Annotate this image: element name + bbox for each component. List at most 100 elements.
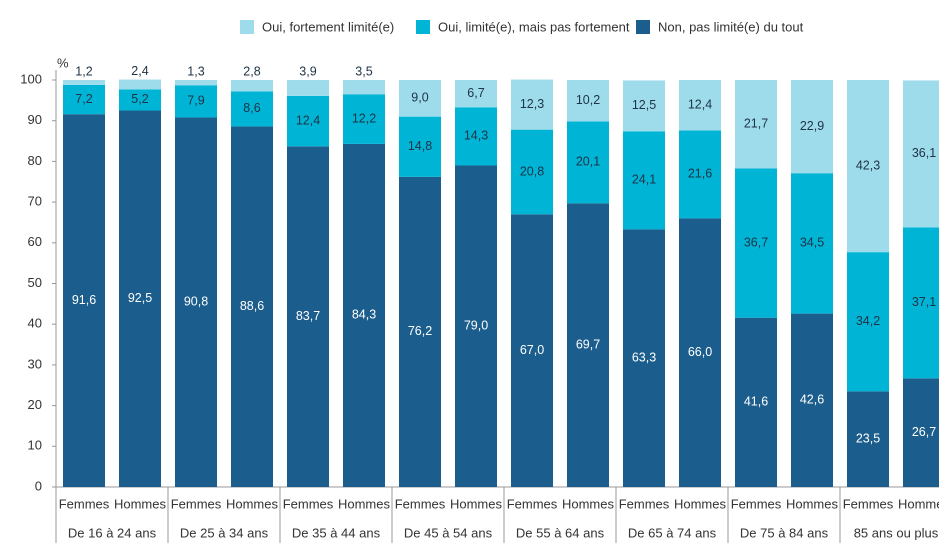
x-tick-label: Femmes: [507, 496, 558, 511]
bar-segment: [623, 131, 665, 230]
data-label: 21,7: [744, 116, 768, 130]
bar-segment: [175, 85, 217, 118]
bar-segment: [119, 79, 161, 90]
bar-segment: [623, 80, 665, 132]
data-label: 12,3: [520, 97, 544, 111]
group-label: De 45 à 54 ans: [404, 525, 493, 540]
bar-segment: [847, 80, 889, 253]
data-label: 26,7: [912, 425, 936, 439]
data-label: 34,2: [856, 314, 880, 328]
bar-segment: [119, 110, 161, 488]
y-tick-label: 100: [20, 71, 42, 86]
legend-label: Non, pas limité(e) du tout: [658, 19, 804, 34]
data-label: 20,8: [520, 164, 544, 178]
bar-segment: [455, 165, 497, 487]
bar-segment: [343, 94, 385, 144]
legend-swatch: [240, 20, 254, 34]
group-label: De 55 à 64 ans: [516, 525, 605, 540]
bar-segment: [511, 79, 553, 130]
data-label: 23,5: [856, 431, 880, 445]
bar-segment: [231, 80, 273, 92]
data-label: 3,5: [355, 64, 372, 78]
y-tick-label: 60: [28, 234, 42, 249]
data-label: 14,3: [464, 129, 488, 143]
x-tick-label: Hommes: [898, 496, 939, 511]
bar-segment: [679, 130, 721, 219]
x-tick-label: Femmes: [619, 496, 670, 511]
data-label: 5,2: [131, 92, 148, 106]
x-tick-label: Hommes: [562, 496, 615, 511]
data-label: 12,4: [296, 113, 320, 127]
x-tick-label: Hommes: [226, 496, 279, 511]
data-label: 37,1: [912, 295, 936, 309]
bar-segment: [455, 107, 497, 166]
data-label: 8,6: [243, 101, 260, 115]
bar-segment: [847, 252, 889, 392]
bar-segment: [287, 95, 329, 147]
bar-segment: [175, 117, 217, 487]
data-label: 41,6: [744, 395, 768, 409]
bar-segment: [511, 129, 553, 215]
data-label: 3,9: [299, 64, 316, 78]
data-label: 91,6: [72, 293, 96, 307]
data-label: 34,5: [800, 236, 824, 250]
bar-segment: [175, 80, 217, 86]
bar-segment: [287, 146, 329, 487]
data-label: 67,0: [520, 343, 544, 357]
legend-swatch: [416, 20, 430, 34]
bar-segment: [567, 203, 609, 488]
x-tick-label: Hommes: [338, 496, 391, 511]
bar-segment: [343, 143, 385, 488]
data-label: 10,2: [576, 93, 600, 107]
data-label: 22,9: [800, 119, 824, 133]
data-label: 36,1: [912, 146, 936, 160]
data-label: 21,6: [688, 167, 712, 181]
data-label: 2,8: [243, 64, 260, 78]
data-label: 7,9: [187, 94, 204, 108]
group-label: De 35 à 44 ans: [292, 525, 381, 540]
bar-segment: [903, 227, 939, 379]
data-label: 12,4: [688, 98, 712, 112]
bar-segment: [903, 80, 939, 228]
bar-segment: [399, 80, 441, 117]
group-label: De 25 à 34 ans: [180, 525, 269, 540]
data-label: 42,6: [800, 393, 824, 407]
y-tick-label: 90: [28, 112, 42, 127]
group-label: De 16 à 24 ans: [68, 525, 157, 540]
bar-segment: [455, 80, 497, 108]
y-tick-label: 80: [28, 153, 42, 168]
data-label: 12,5: [632, 98, 656, 112]
y-tick-label: 30: [28, 356, 42, 371]
data-label: 88,6: [240, 299, 264, 313]
x-tick-label: Femmes: [171, 496, 222, 511]
bar-segment: [567, 80, 609, 122]
y-tick-label: 70: [28, 194, 42, 209]
bar-segment: [735, 80, 777, 169]
x-tick-label: Femmes: [843, 496, 894, 511]
bar-segment: [511, 214, 553, 487]
data-label: 90,8: [184, 295, 208, 309]
x-tick-label: Hommes: [674, 496, 727, 511]
data-label: 14,8: [408, 139, 432, 153]
y-tick-label: 0: [35, 478, 42, 493]
data-label: 1,2: [75, 64, 92, 78]
data-label: 12,2: [352, 111, 376, 125]
group-label: De 65 à 74 ans: [628, 525, 717, 540]
data-label: 69,7: [576, 337, 600, 351]
bar-segment: [399, 116, 441, 177]
y-tick-label: 50: [28, 275, 42, 290]
data-label: 84,3: [352, 308, 376, 322]
legend-label: Oui, limité(e), mais pas fortement: [438, 19, 630, 34]
x-tick-label: Femmes: [59, 496, 110, 511]
data-label: 79,0: [464, 319, 488, 333]
legend-swatch: [636, 20, 650, 34]
bar-segment: [679, 80, 721, 131]
group-label: De 75 à 84 ans: [740, 525, 829, 540]
data-label: 24,1: [632, 173, 656, 187]
x-tick-label: Femmes: [395, 496, 446, 511]
data-label: 7,2: [75, 92, 92, 106]
data-label: 76,2: [408, 324, 432, 338]
data-label: 92,5: [128, 291, 152, 305]
x-tick-label: Hommes: [786, 496, 839, 511]
